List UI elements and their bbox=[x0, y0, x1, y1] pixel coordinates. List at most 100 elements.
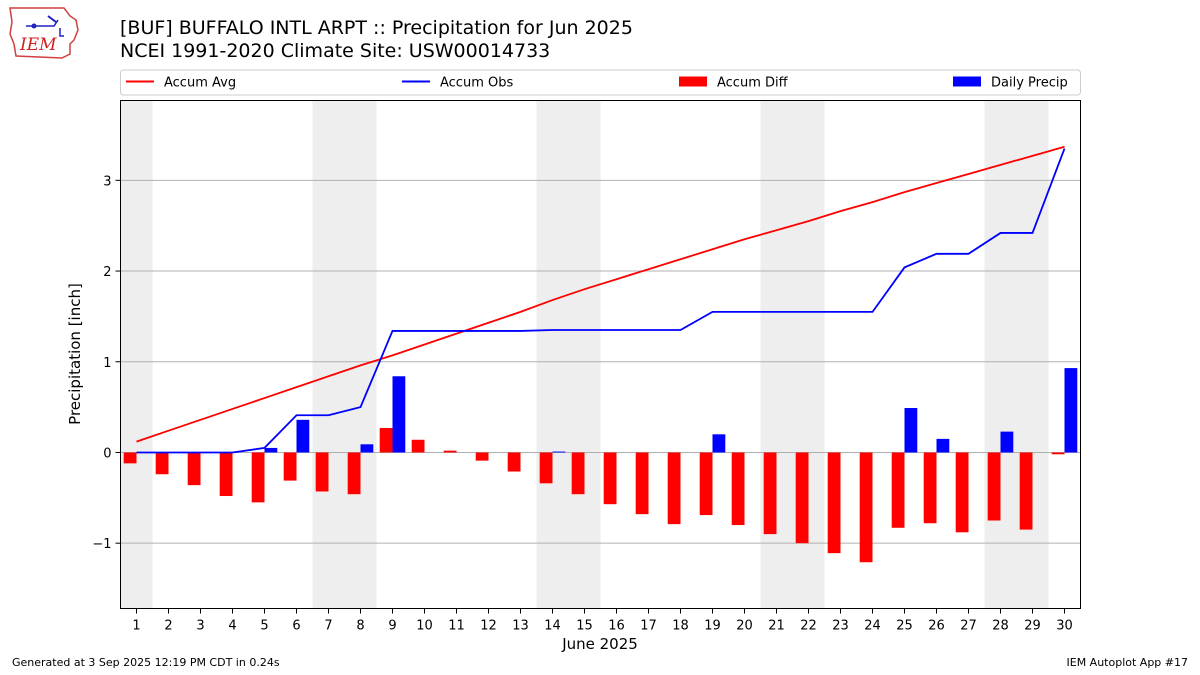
accum-diff-bar bbox=[635, 452, 649, 515]
daily-precip-bar bbox=[712, 434, 726, 453]
accum-diff-bar bbox=[475, 452, 489, 461]
x-tick-label: 6 bbox=[292, 619, 300, 634]
weekend-band-4 bbox=[984, 100, 1049, 609]
x-tick-label: 26 bbox=[928, 619, 945, 634]
y-axis-ticks: −1 0 1 2 3 bbox=[92, 174, 121, 552]
y-tick-label: 3 bbox=[103, 174, 111, 189]
bar-series bbox=[123, 368, 1078, 563]
x-tick-label: 10 bbox=[416, 619, 433, 634]
legend: Accum Avg Accum Obs Accum Diff Daily Precip bbox=[120, 69, 1081, 96]
x-tick-label: 7 bbox=[324, 619, 332, 634]
accum-diff-bar bbox=[539, 452, 553, 484]
legend-label: Daily Precip bbox=[991, 76, 1068, 91]
x-tick-label: 23 bbox=[832, 619, 849, 634]
accum-diff-bar bbox=[1051, 452, 1065, 455]
daily-precip-bar bbox=[1000, 431, 1014, 453]
accum-diff-bar bbox=[955, 452, 969, 533]
accum-diff-bar bbox=[859, 452, 873, 563]
daily-precip-bar bbox=[904, 408, 918, 453]
x-tick-label: 21 bbox=[768, 619, 785, 634]
x-tick-label: 15 bbox=[576, 619, 593, 634]
accum-diff-bar bbox=[123, 452, 137, 464]
accum-diff-bar bbox=[443, 450, 457, 453]
footer-app: IEM Autoplot App #17 bbox=[1066, 656, 1189, 669]
x-tick-label: 30 bbox=[1056, 619, 1073, 634]
x-tick-label: 5 bbox=[260, 619, 268, 634]
accum-avg-line bbox=[136, 145, 1065, 443]
weekend-band-0 bbox=[120, 100, 153, 609]
x-tick-label: 20 bbox=[736, 619, 753, 634]
logo-text: IEM bbox=[19, 35, 57, 55]
y-tick-label: 2 bbox=[103, 265, 111, 280]
legend-box bbox=[120, 69, 1081, 96]
daily-precip-bar bbox=[1064, 368, 1078, 453]
accum-diff-bar bbox=[1019, 452, 1033, 530]
x-tick-label: 1 bbox=[132, 619, 140, 634]
accum-diff-bar bbox=[827, 452, 841, 554]
accum-diff-bar bbox=[891, 452, 905, 528]
x-tick-label: 17 bbox=[640, 619, 657, 634]
iem-logo: IEM bbox=[9, 7, 79, 59]
accum-diff-bar bbox=[507, 452, 521, 472]
x-tick-label: 2 bbox=[164, 619, 172, 634]
footer-generated: Generated at 3 Sep 2025 12:19 PM CDT in … bbox=[12, 656, 280, 669]
x-tick-label: 27 bbox=[960, 619, 977, 634]
x-tick-label: 25 bbox=[896, 619, 913, 634]
accum-diff-bar bbox=[315, 452, 329, 492]
x-tick-label: 24 bbox=[864, 619, 881, 634]
daily-precip-bar bbox=[936, 438, 950, 453]
x-tick-label: 9 bbox=[388, 619, 396, 634]
accum-diff-bar bbox=[347, 452, 361, 495]
daily-precip-bar bbox=[552, 451, 566, 453]
weekend-bands bbox=[120, 100, 1049, 609]
y-tick-label: 0 bbox=[103, 446, 111, 461]
y-axis-label: Precipitation [inch] bbox=[66, 283, 84, 425]
legend-label: Accum Diff bbox=[717, 76, 789, 91]
accum-diff-bar bbox=[411, 439, 425, 453]
x-tick-label: 22 bbox=[800, 619, 817, 634]
x-tick-label: 3 bbox=[196, 619, 204, 634]
accum-diff-bar bbox=[251, 452, 265, 503]
iowa-outline-shape bbox=[9, 7, 79, 59]
y-gridlines bbox=[120, 179, 1081, 544]
accum-diff-bar bbox=[763, 452, 777, 535]
accum-diff-bar bbox=[187, 452, 201, 486]
x-tick-label: 13 bbox=[512, 619, 529, 634]
chart-subtitle: NCEI 1991-2020 Climate Site: USW00014733 bbox=[120, 40, 551, 62]
legend-swatch bbox=[679, 76, 707, 87]
x-tick-label: 11 bbox=[448, 619, 465, 634]
weekend-band-2 bbox=[536, 100, 601, 609]
accum-diff-bar bbox=[731, 452, 745, 526]
accum-diff-bar bbox=[219, 452, 233, 497]
x-tick-label: 16 bbox=[608, 619, 625, 634]
accum-diff-bar bbox=[283, 452, 297, 481]
daily-precip-bar bbox=[360, 444, 374, 453]
accum-diff-bar bbox=[987, 452, 1001, 521]
accum-diff-bar bbox=[155, 452, 169, 475]
x-tick-label: 4 bbox=[228, 619, 236, 634]
x-tick-label: 19 bbox=[704, 619, 721, 634]
legend-label: Accum Avg bbox=[164, 76, 236, 91]
x-axis-label: June 2025 bbox=[561, 635, 638, 653]
x-tick-label: 14 bbox=[544, 619, 561, 634]
y-tick-label: −1 bbox=[92, 537, 111, 552]
x-tick-label: 28 bbox=[992, 619, 1009, 634]
accum-diff-bar bbox=[795, 452, 809, 544]
accum-diff-bar bbox=[923, 452, 937, 524]
legend-swatch bbox=[953, 76, 981, 87]
y-tick-label: 1 bbox=[103, 356, 111, 371]
accum-diff-bar bbox=[667, 452, 681, 525]
legend-label: Accum Obs bbox=[440, 76, 513, 91]
accum-obs-line bbox=[136, 148, 1066, 454]
accum-diff-bar bbox=[379, 427, 393, 453]
plot-frame bbox=[120, 100, 1081, 609]
x-tick-label: 29 bbox=[1024, 619, 1041, 634]
daily-precip-bar bbox=[264, 447, 278, 453]
chart-title: [BUF] BUFFALO INTL ARPT :: Precipitation… bbox=[120, 17, 633, 39]
accum-diff-bar bbox=[603, 452, 617, 505]
daily-precip-bar bbox=[392, 376, 406, 453]
x-tick-label: 18 bbox=[672, 619, 689, 634]
accum-diff-bar bbox=[699, 452, 713, 516]
x-tick-label: 12 bbox=[480, 619, 497, 634]
